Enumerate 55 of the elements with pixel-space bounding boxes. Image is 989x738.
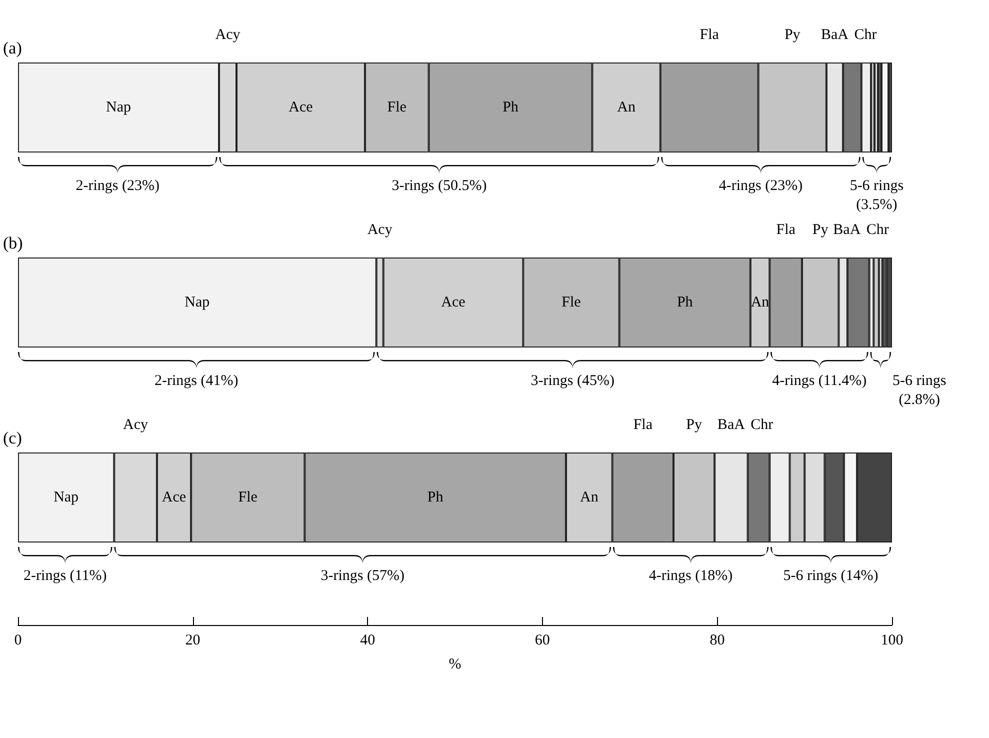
annotation: 4-rings (11.4%) [772, 373, 867, 389]
annotation: 4-rings (23%) [718, 178, 803, 194]
text: Fla [633, 417, 652, 433]
text: 5-6 rings (14%) [783, 568, 878, 584]
text: Fla [776, 222, 796, 238]
bar [886, 258, 892, 348]
text: Py [686, 417, 702, 433]
annotation: 3-rings (50.5%) [392, 178, 487, 194]
text: 4-rings (18%) [648, 568, 733, 584]
series-label: Ph [502, 100, 519, 116]
text: 5-6 rings (2.8%) [892, 373, 946, 408]
text: BaA [821, 27, 849, 43]
annotation: 3-rings (45%) [530, 373, 614, 389]
text: Acy [215, 27, 240, 43]
annotation: 5-6 rings (3.5%) [850, 178, 904, 213]
series-label: Acy [123, 417, 149, 433]
text: Acy [367, 222, 392, 238]
text: An [617, 100, 636, 116]
y-tick-label: (c) [3, 428, 22, 448]
text: 3-rings (57%) [320, 568, 404, 584]
series-label: Nap [54, 490, 79, 506]
x-tick-label: 60 [534, 632, 550, 648]
series-label: Chr [854, 27, 877, 43]
x-tick-label: 80 [710, 632, 725, 648]
series-label: BaA [717, 417, 746, 433]
bar [882, 62, 889, 152]
text: Nap [106, 100, 132, 116]
text: Chr [866, 222, 889, 238]
text: 2-rings (11%) [24, 568, 107, 584]
annotation: 2-rings (23%) [76, 178, 160, 194]
text: An [580, 490, 598, 506]
y-tick-label: (a) [3, 38, 22, 58]
text: Ph [427, 490, 444, 506]
series-label: Fla [700, 27, 720, 43]
text: Chr [750, 417, 774, 433]
x-tick-label: 0 [14, 632, 22, 648]
x-tick-label: 40 [360, 632, 376, 648]
text: Fle [238, 490, 258, 506]
annotation: 2-rings (41%) [154, 373, 238, 389]
text: Ph [676, 294, 693, 310]
bar [874, 258, 879, 348]
x-axis-title: % [448, 656, 462, 672]
text: Py [812, 222, 828, 238]
x-tick-label: 20 [185, 632, 200, 648]
bar [874, 62, 878, 152]
series-label: Py [784, 27, 801, 43]
x-tick-label: 100 [880, 632, 904, 648]
series-label: Fle [387, 100, 407, 116]
text: Nap [184, 294, 210, 310]
text: BaA [833, 222, 861, 238]
text: Fle [562, 294, 581, 310]
text: Ace [288, 100, 313, 116]
text: Ace [441, 294, 466, 310]
y-tick-label: (b) [3, 234, 23, 252]
series-label: Ace [162, 490, 186, 506]
